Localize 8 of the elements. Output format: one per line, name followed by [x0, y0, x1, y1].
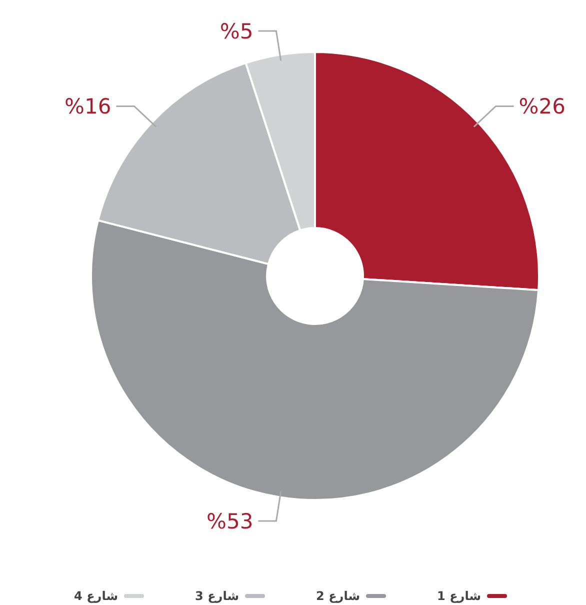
data-label: %26: [518, 94, 566, 119]
data-label: %16: [64, 94, 112, 119]
data-label: %53: [206, 509, 254, 534]
legend-label: شارع 4: [74, 589, 118, 604]
legend-label: شارع 1: [437, 589, 481, 604]
legend-label: شارع 3: [195, 589, 239, 604]
legend-label: شارع 2: [316, 589, 360, 604]
data-label: %5: [220, 19, 254, 44]
